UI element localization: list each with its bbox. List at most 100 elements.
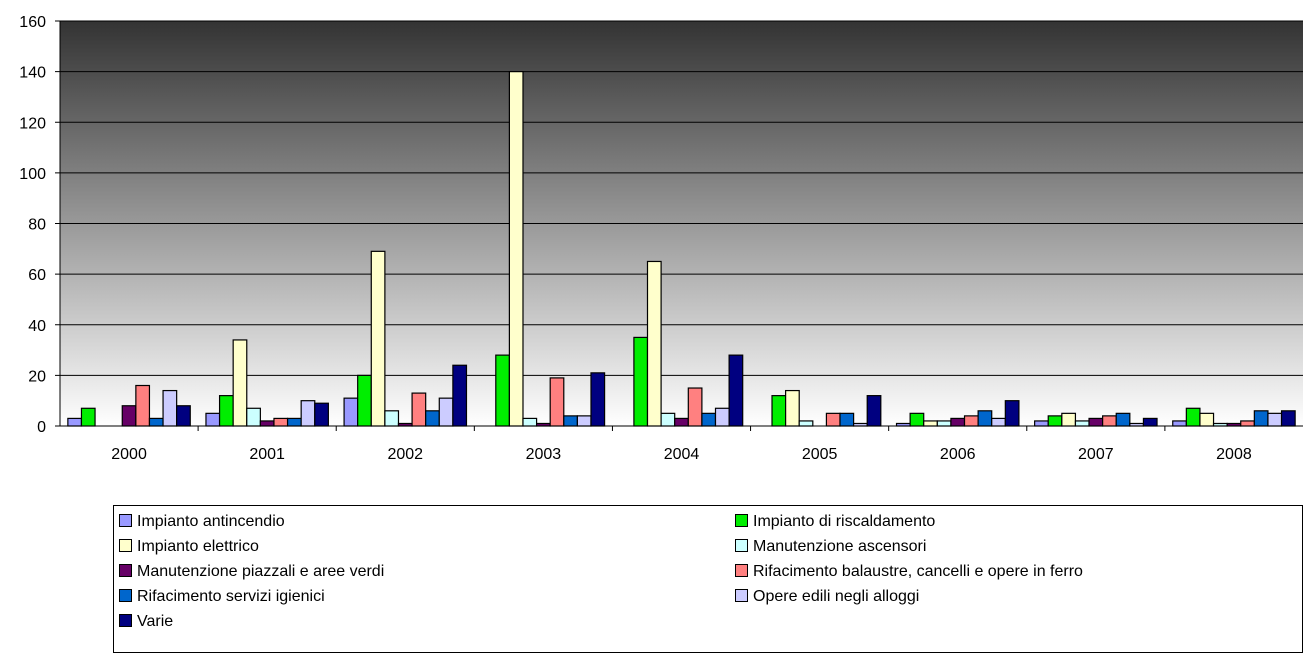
y-tick-label: 20 (28, 368, 46, 385)
bar (1115, 412, 1131, 427)
gridlines (60, 20, 1303, 376)
bar (1102, 415, 1117, 427)
bar (135, 384, 151, 427)
bar (1199, 412, 1215, 427)
bar (977, 410, 993, 427)
legend-swatch (735, 588, 748, 602)
legend-swatch (735, 563, 748, 577)
legend-item: Impianto elettrico (119, 536, 259, 558)
x-tick-label: 2008 (1216, 446, 1252, 463)
bar (314, 402, 329, 427)
bar (549, 377, 565, 427)
legend-item: Impianto antincendio (119, 511, 285, 533)
x-tick-label: 2000 (111, 446, 147, 463)
bar (522, 417, 538, 427)
y-tick-label: 80 (28, 217, 46, 234)
bar (576, 415, 592, 427)
bar (1185, 407, 1201, 427)
bar (1034, 420, 1049, 427)
bar (714, 407, 730, 427)
bar (701, 412, 717, 427)
bar (1172, 420, 1187, 427)
x-tick-label: 2003 (526, 446, 562, 463)
bar (1267, 412, 1283, 427)
y-tick-label: 100 (19, 166, 46, 183)
legend-swatch (735, 513, 748, 527)
bar (1142, 417, 1158, 427)
bar (1253, 410, 1269, 427)
legend-item: Manutenzione piazzali e aree verdi (119, 561, 384, 583)
legend-label: Varie (137, 613, 174, 630)
legend-item: Impianto di riscaldamento (735, 511, 935, 533)
bar (384, 410, 400, 427)
x-tick-label: 2006 (940, 446, 976, 463)
legend-swatch (119, 563, 132, 577)
bar (728, 354, 744, 427)
bar (1004, 400, 1020, 427)
legend-label: Impianto elettrico (137, 538, 259, 555)
bar (963, 415, 979, 427)
legend: Impianto antincendio Impianto di riscalda… (113, 505, 1303, 653)
legend-swatch (119, 538, 132, 552)
legend-label: Impianto antincendio (137, 513, 285, 530)
bar (909, 412, 925, 427)
bar-chart: 0 20 40 60 80 100 120 140 160 2000 2001 2002 2003 200… (19, 14, 1303, 463)
bar (1047, 415, 1063, 427)
bar (357, 374, 372, 427)
legend-item: Rifacimento servizi igienici (119, 586, 325, 608)
bar (425, 410, 440, 427)
legend-label: Rifacimento servizi igienici (137, 588, 325, 605)
bar (1074, 420, 1090, 427)
y-tick-label: 140 (19, 65, 46, 82)
x-tick-label: 2005 (802, 446, 838, 463)
bar (798, 420, 814, 427)
bar (936, 420, 952, 427)
bar (67, 417, 83, 427)
y-tick-label: 40 (28, 318, 46, 335)
bar (866, 395, 882, 427)
legend-swatch (119, 513, 132, 527)
legend-item: Rifacimento balaustre, cancelli e opere … (735, 561, 1083, 583)
y-tick-label: 160 (19, 14, 46, 31)
legend-label: Manutenzione piazzali e aree verdi (137, 563, 385, 580)
y-tick-label: 120 (19, 115, 46, 132)
x-tick-label: 2007 (1078, 446, 1114, 463)
legend-label: Impianto di riscaldamento (753, 513, 936, 530)
bar (923, 420, 938, 427)
bar (80, 407, 96, 427)
legend-swatch (735, 538, 748, 552)
y-tick-label: 60 (28, 267, 46, 284)
legend-swatch (119, 613, 132, 627)
bar (259, 420, 275, 427)
x-tick-label: 2004 (664, 446, 700, 463)
legend-item: Opere edili negli alloggi (735, 586, 919, 608)
bar (452, 364, 468, 427)
bar (825, 412, 841, 427)
bar (687, 387, 703, 427)
bar (674, 417, 689, 427)
bar (563, 415, 578, 427)
bar (162, 389, 178, 427)
bar (232, 339, 248, 427)
bar (950, 417, 966, 427)
bar (771, 395, 787, 427)
bar (121, 405, 137, 427)
bar (148, 417, 164, 427)
bar (438, 397, 454, 427)
bar (176, 405, 191, 427)
x-tick-label: 2001 (249, 446, 285, 463)
legend-label: Rifacimento balaustre, cancelli e opere … (753, 563, 1083, 580)
bar (839, 412, 855, 427)
bar (343, 397, 359, 427)
bar (633, 336, 649, 427)
x-tick-label: 2002 (387, 446, 423, 463)
legend-label: Opere edili negli alloggi (753, 588, 920, 605)
bar (1061, 412, 1077, 427)
bar (495, 354, 510, 427)
bar (411, 392, 427, 427)
bar (300, 400, 316, 427)
legend-label: Manutenzione ascensori (753, 538, 927, 555)
bar (205, 412, 221, 427)
bar (218, 395, 234, 427)
